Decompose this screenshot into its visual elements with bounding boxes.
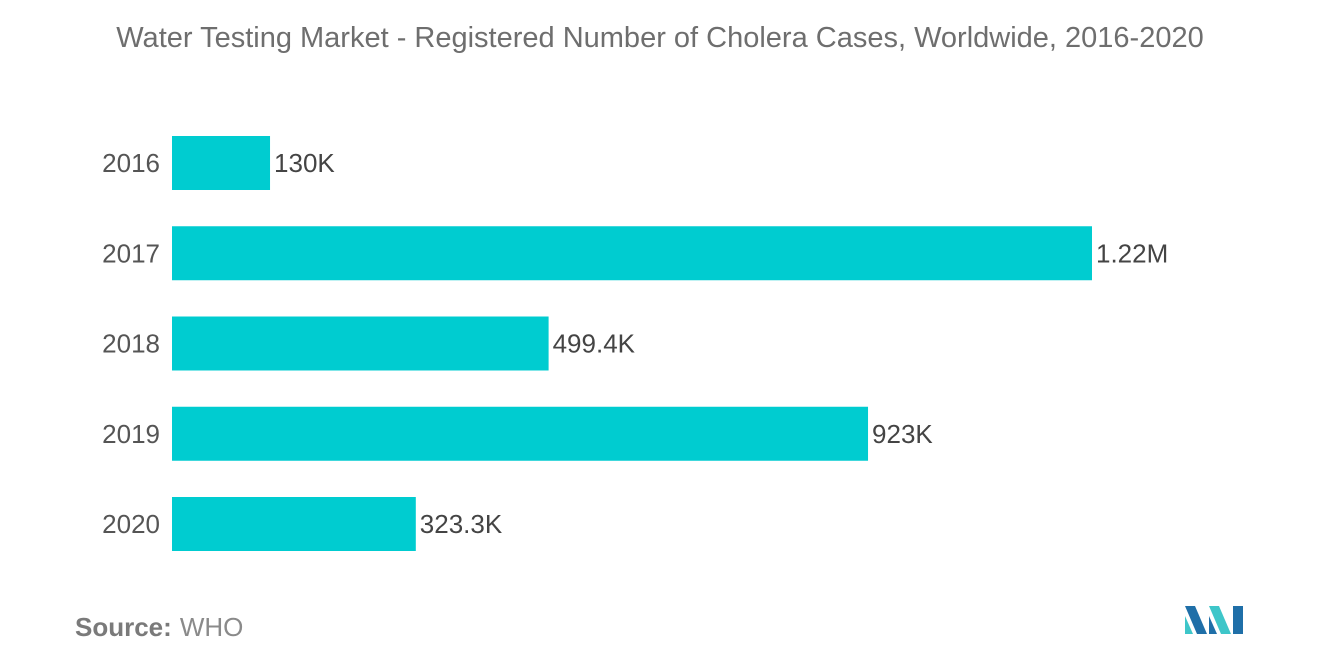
bar-2018 [172, 316, 549, 371]
category-label-2016: 2016 [102, 148, 160, 178]
value-label-2018: 499.4K [553, 329, 636, 359]
category-label-2018: 2018 [102, 329, 160, 359]
value-label-2020: 323.3K [420, 509, 503, 539]
source-value: WHO [179, 612, 244, 642]
source-label: Source: [75, 612, 172, 642]
value-label-2016: 130K [274, 148, 335, 178]
category-label-2019: 2019 [102, 419, 160, 449]
source-note: Source: WHO [75, 612, 243, 643]
category-labels-group: 2016 2017 2018 2019 2020 [102, 148, 160, 539]
bar-2019 [172, 406, 869, 461]
value-labels-group: 130K 1.22M 499.4K 923K 323.3K [274, 148, 1168, 539]
bars-group [172, 136, 1092, 551]
value-label-2019: 923K [872, 419, 933, 449]
bar-2017 [172, 226, 1092, 281]
chart-title: Water Testing Market - Registered Number… [116, 22, 1204, 54]
category-label-2020: 2020 [102, 509, 160, 539]
category-label-2017: 2017 [102, 238, 160, 268]
bar-2016 [172, 136, 271, 190]
bar-2020 [172, 497, 416, 551]
value-label-2017: 1.22M [1096, 238, 1168, 268]
mordor-intelligence-logo-icon [1185, 606, 1243, 634]
bar-chart: 2016 2017 2018 2019 2020 130K 1.22M 499.4K 923K… [102, 136, 1168, 551]
